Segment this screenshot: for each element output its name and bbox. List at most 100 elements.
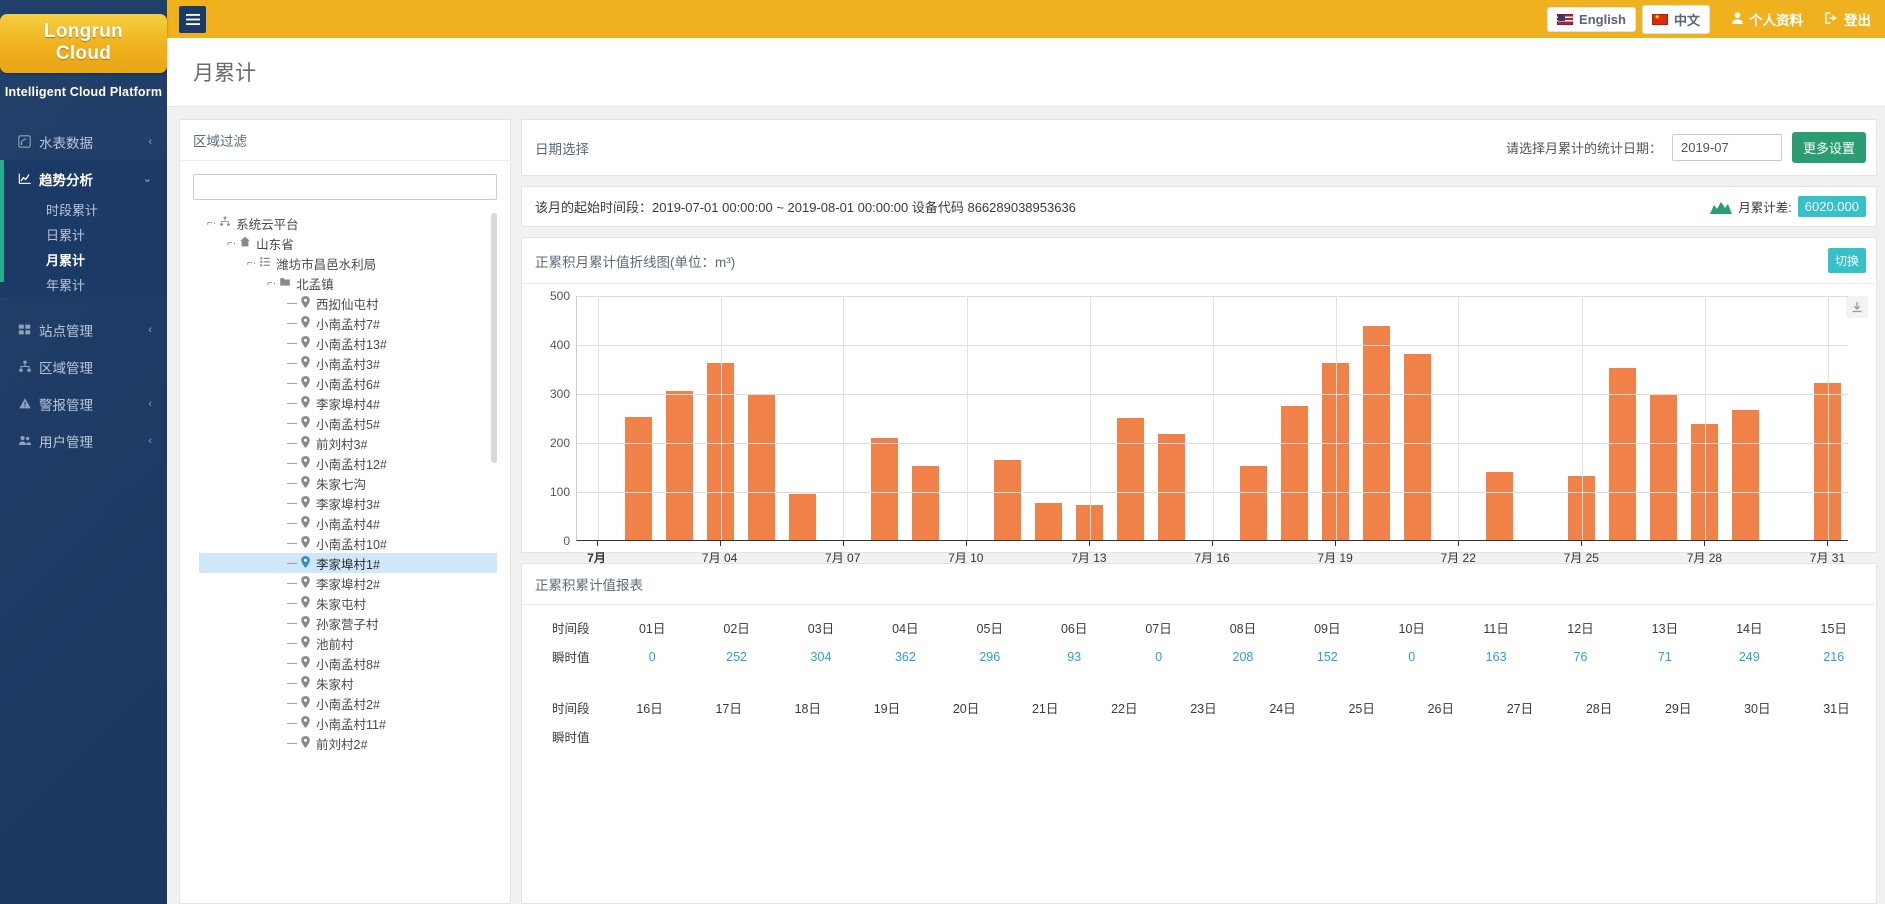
chart-bar[interactable] [788, 494, 817, 540]
column-header: 10日 [1398, 622, 1425, 636]
tree-node[interactable]: ⌐· 潍坊市昌邑水利局 [199, 253, 497, 273]
tree-node[interactable]: — 李家埠村3# [199, 493, 497, 513]
table-cell-value [1164, 722, 1243, 751]
chart-bar-cell[interactable] [1643, 296, 1684, 540]
chart-bar[interactable] [1034, 502, 1063, 540]
tree-node[interactable]: — 小南孟村11# [199, 713, 497, 733]
chart-bar[interactable] [1362, 326, 1391, 540]
language-chinese-button[interactable]: 中文 [1641, 4, 1710, 34]
chart-bar-cell[interactable] [782, 296, 823, 540]
chart-bar-cell[interactable] [1028, 296, 1069, 540]
sidebar-subitem-daily[interactable]: 日累计 [0, 222, 167, 247]
month-date-input[interactable] [1671, 134, 1782, 161]
chart-bar[interactable] [1157, 434, 1186, 540]
tree-node[interactable]: — 小南孟村4# [199, 513, 497, 533]
tree-node[interactable]: — 前刘村2# [199, 733, 497, 753]
tree-node[interactable]: ⌐· 系统云平台 [199, 213, 497, 233]
tree-node[interactable]: — 李家埠村1# [199, 553, 497, 573]
location-pin-icon [300, 715, 311, 731]
chart-bar[interactable] [624, 416, 653, 540]
chart-bar-cell[interactable] [1602, 296, 1643, 540]
sidebar-item-site-management[interactable]: 站点管理 ‹ [0, 311, 167, 348]
tree-node[interactable]: — 池前村 [199, 633, 497, 653]
tree-node-label: 小南孟村13# [316, 337, 387, 352]
chart-bar[interactable] [665, 391, 694, 540]
tree-node[interactable]: — 小南孟村2# [199, 693, 497, 713]
more-settings-button[interactable]: 更多设置 [1791, 132, 1866, 163]
tree-node[interactable]: — 朱家村 [199, 673, 497, 693]
language-english-button[interactable]: English [1547, 6, 1636, 32]
sidebar-subitem-monthly[interactable]: 月累计 [0, 247, 167, 272]
chart-bar-cell[interactable] [905, 296, 946, 540]
chart-bar-cell[interactable] [864, 296, 905, 540]
chart-bar-cell[interactable] [1725, 296, 1766, 540]
chart-bar[interactable] [1239, 466, 1268, 540]
hamburger-icon[interactable] [179, 5, 206, 33]
sidebar-item-meter-data[interactable]: 水表数据 ‹ [0, 123, 167, 160]
tree-node[interactable]: — 李家埠村4# [199, 393, 497, 413]
chart-bar[interactable] [747, 394, 776, 540]
chart-bar-cell[interactable] [1766, 296, 1807, 540]
area-filter-header: 区域过滤 [180, 120, 510, 161]
tree-node[interactable]: — 朱家屯村 [199, 593, 497, 613]
chart-bar[interactable] [911, 465, 940, 540]
chart-bar[interactable] [870, 438, 899, 540]
tree-node[interactable]: — 小南孟村13# [199, 333, 497, 353]
table-cell-value: 0 [1155, 649, 1163, 664]
chart-bar-cell[interactable] [741, 296, 782, 540]
chart-bar-cell[interactable] [1151, 296, 1192, 540]
chart-switch-button[interactable]: 切换 [1827, 248, 1866, 273]
tree-node[interactable]: — 小南孟村6# [199, 373, 497, 393]
area-search-input[interactable] [193, 174, 497, 200]
tree-node-label: 潍坊市昌邑水利局 [276, 257, 377, 272]
chart-bar[interactable] [1403, 353, 1432, 540]
profile-button[interactable]: 个人资料 [1732, 9, 1803, 29]
chart-bar-cell[interactable] [659, 296, 700, 540]
tree-node[interactable]: — 西抝仙屯村 [199, 293, 497, 313]
chart-bar[interactable] [993, 460, 1022, 540]
sidebar-item-user-management[interactable]: 用户管理 ‹ [0, 422, 167, 459]
chart-bar[interactable] [1731, 409, 1760, 540]
tree-node[interactable]: — 小南孟村8# [199, 653, 497, 673]
chart-bar-cell[interactable] [618, 296, 659, 540]
chart-bar-cell[interactable] [1274, 296, 1315, 540]
chart-bar-cell[interactable] [1397, 296, 1438, 540]
sidebar-item-alarm-management[interactable]: 警报管理 ‹ [0, 385, 167, 422]
tree-node[interactable]: — 小南孟村5# [199, 413, 497, 433]
tree-scrollbar[interactable] [491, 213, 497, 463]
tree-node[interactable]: — 小南孟村3# [199, 353, 497, 373]
x-axis-tick [1704, 541, 1706, 546]
sidebar-item-trend-analysis[interactable]: 趋势分析 ⌄ [0, 160, 167, 197]
x-axis-tick [842, 541, 844, 546]
chart-bar-cell[interactable] [1110, 296, 1151, 540]
download-icon[interactable] [1846, 296, 1868, 318]
tree-node[interactable]: — 李家埠村2# [199, 573, 497, 593]
tree-node[interactable]: — 朱家七沟 [199, 473, 497, 493]
logo-box: Longrun Cloud [0, 14, 167, 73]
tree-node[interactable]: ⌐· 山东省 [199, 233, 497, 253]
logo: Longrun Cloud Intelligent Cloud Platform [0, 0, 167, 99]
chart-bar-cell[interactable] [1233, 296, 1274, 540]
kpi-value-badge: 6020.000 [1797, 196, 1866, 217]
chart-bar-cell[interactable] [987, 296, 1028, 540]
tree-node[interactable]: — 前刘村3# [199, 433, 497, 453]
tree-node[interactable]: — 小南孟村12# [199, 453, 497, 473]
tree-node-label: 孙家营子村 [316, 617, 379, 632]
tree-connector-icon: — [287, 377, 297, 389]
sidebar-item-area-management[interactable]: 区域管理 [0, 348, 167, 385]
chart-bar-cell[interactable] [1520, 296, 1561, 540]
chart-bar[interactable] [1280, 406, 1309, 540]
chart-bar[interactable] [1649, 395, 1678, 540]
chart-bar[interactable] [1608, 367, 1637, 540]
tree-node[interactable]: — 孙家营子村 [199, 613, 497, 633]
tree-node[interactable]: — 小南孟村7# [199, 313, 497, 333]
chart-bar[interactable] [1485, 472, 1514, 540]
sidebar-subitem-yearly[interactable]: 年累计 [0, 272, 167, 297]
chart-bar[interactable] [1116, 418, 1145, 540]
tree-node[interactable]: — 小南孟村10# [199, 533, 497, 553]
sidebar-subitem-hourly[interactable]: 时段累计 [0, 197, 167, 222]
logout-button[interactable]: 登出 [1825, 9, 1871, 29]
chart-bar-cell[interactable] [1356, 296, 1397, 540]
tree-node[interactable]: ⌐· 北孟镇 [199, 273, 497, 293]
chart-bar-cell[interactable] [1479, 296, 1520, 540]
